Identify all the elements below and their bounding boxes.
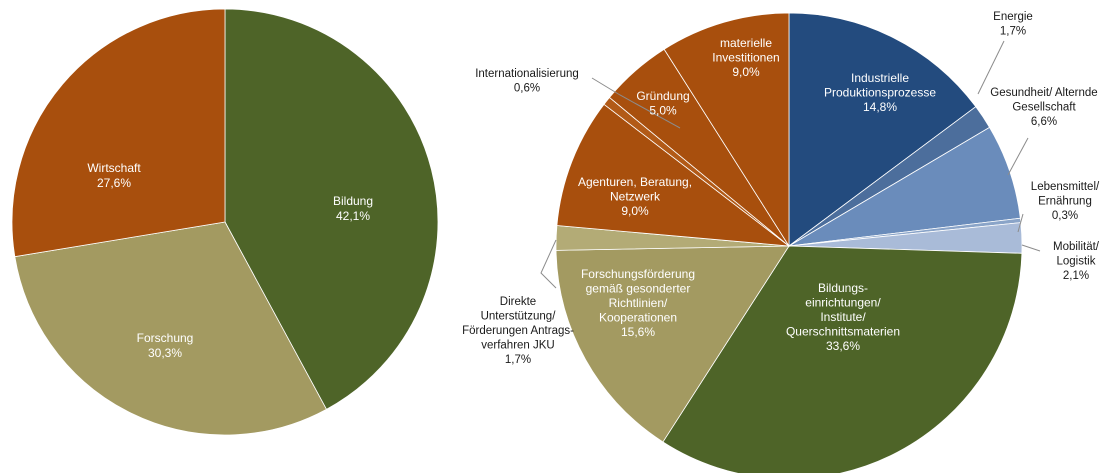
slice-value-label: 15,6% bbox=[621, 325, 655, 339]
slice-label-line: Logistik bbox=[1057, 256, 1096, 268]
slice-label-line: einrichtungen/ bbox=[805, 296, 881, 310]
pie-slice-materielle-investitionen bbox=[663, 12, 790, 248]
slice-label-line: Direkte bbox=[500, 296, 536, 308]
slice-label-line: Richtlinien/ bbox=[609, 296, 668, 310]
leader-line bbox=[540, 239, 557, 289]
slice-label-line: Energie bbox=[993, 11, 1033, 23]
slice-label-line: Investitionen bbox=[712, 51, 779, 65]
leader-line bbox=[591, 77, 681, 129]
slice-label-line: Gesundheit/ Alternde bbox=[990, 87, 1097, 99]
pie-slice-bildung bbox=[224, 8, 439, 410]
slice-value-label: 6,6% bbox=[1031, 116, 1057, 128]
slice-label: Direkte Unterstützung/Förderungen Antrags… bbox=[462, 296, 574, 366]
slice-value-label: 5,0% bbox=[649, 104, 677, 118]
pie-slice-wirtschaft bbox=[11, 8, 226, 258]
leader-line bbox=[1017, 213, 1024, 233]
slice-value-label: 9,0% bbox=[732, 65, 760, 79]
slice-label-line: Forschungsförderung bbox=[581, 267, 695, 281]
slice-value-label: 0,6% bbox=[514, 83, 540, 95]
slice-label-line: Bildungs- bbox=[818, 281, 868, 295]
slice-label-line: materielle bbox=[720, 36, 772, 50]
pie-chart-overview: Bildung 42,1% Forschung 30,3% Wirtschaft 27,6… bbox=[11, 8, 439, 436]
slice-value-label: 30,3% bbox=[148, 346, 182, 360]
slice-label-line: Institute/ bbox=[820, 310, 866, 324]
slice-label-line: verfahren JKU bbox=[481, 340, 555, 352]
leader-line bbox=[1007, 137, 1029, 176]
slice-label-line: Gründung bbox=[636, 89, 689, 103]
slice-label-line: Forschung bbox=[137, 331, 194, 345]
slice-label-line: Produktionsprozesse bbox=[824, 86, 936, 100]
leader-line bbox=[977, 40, 1005, 95]
slice-label: Gründung 5,0% bbox=[636, 89, 689, 118]
slice-label-line: Kooperationen bbox=[599, 311, 677, 325]
slice-label: Bildung 42,1% bbox=[333, 194, 373, 223]
slice-label-line: Unterstützung/ bbox=[481, 311, 557, 323]
slice-value-label: 1,7% bbox=[1000, 26, 1026, 38]
slice-label: Forschungsförderung gemäß gesonderter Rich… bbox=[581, 267, 695, 339]
slice-label: Lebensmittel/Ernährung 0,3% bbox=[1031, 181, 1100, 222]
slice-value-label: 33,6% bbox=[826, 339, 860, 353]
slice-value-label: 9,0% bbox=[621, 204, 649, 218]
slice-value-label: 27,6% bbox=[97, 176, 131, 190]
slice-label: Internationalisierung 0,6% bbox=[475, 68, 579, 95]
slice-label-line: Förderungen Antrags- bbox=[462, 325, 574, 337]
slice-label: Agenturen, Beratung, Netzwerk 9,0% bbox=[578, 175, 692, 218]
slice-label-line: gemäß gesonderter bbox=[586, 282, 691, 296]
pie-slice-industrielle-produktionsprozesse bbox=[788, 12, 977, 247]
slice-label-line: Ernährung bbox=[1038, 196, 1092, 208]
slice-label: materielle Investitionen 9,0% bbox=[712, 36, 779, 79]
slice-label-line: Lebensmittel/ bbox=[1031, 181, 1100, 193]
slice-label-line: Netzwerk bbox=[610, 190, 661, 204]
pie-slice-forschung bbox=[14, 221, 327, 436]
slice-label-line: Industrielle bbox=[851, 71, 909, 85]
slice-label: Forschung 30,3% bbox=[137, 331, 194, 360]
slice-label-line: Internationalisierung bbox=[475, 68, 579, 80]
slice-label: Energie 1,7% bbox=[993, 11, 1033, 38]
slice-label-line: Wirtschaft bbox=[87, 161, 141, 175]
slice-label-line: Agenturen, Beratung, bbox=[578, 175, 692, 189]
slice-label-line: Bildung bbox=[333, 194, 373, 208]
slice-label-line: Gesellschaft bbox=[1012, 102, 1076, 114]
leader-line bbox=[1021, 244, 1041, 252]
slice-label: Mobilität/Logistik 2,1% bbox=[1053, 241, 1100, 282]
pie-chart-detail: Industrielle Produktionsprozesse 14,8% Ener… bbox=[462, 11, 1100, 473]
slice-label: Bildungs-einrichtungen/Institute/Quersch… bbox=[786, 281, 900, 353]
slice-label-line: Querschnittsmaterien bbox=[786, 325, 900, 339]
slice-value-label: 1,7% bbox=[505, 354, 531, 366]
slice-label-line: Mobilität/ bbox=[1053, 241, 1100, 253]
slice-label: Industrielle Produktionsprozesse 14,8% bbox=[824, 71, 936, 114]
pie-slice-forschungsfoerderung-gemaess-gesonderter-richtlinien-kooperationen bbox=[555, 245, 790, 443]
slice-label: Wirtschaft 27,6% bbox=[87, 161, 141, 190]
slice-value-label: 42,1% bbox=[336, 209, 370, 223]
pie-slice-agenturen-beratung-netzwerk bbox=[556, 103, 791, 247]
slice-value-label: 2,1% bbox=[1063, 270, 1089, 282]
slice-label: Gesundheit/ Alternde Gesellschaft 6,6% bbox=[990, 87, 1097, 128]
slice-value-label: 14,8% bbox=[863, 100, 897, 114]
slice-value-label: 0,3% bbox=[1052, 210, 1078, 222]
